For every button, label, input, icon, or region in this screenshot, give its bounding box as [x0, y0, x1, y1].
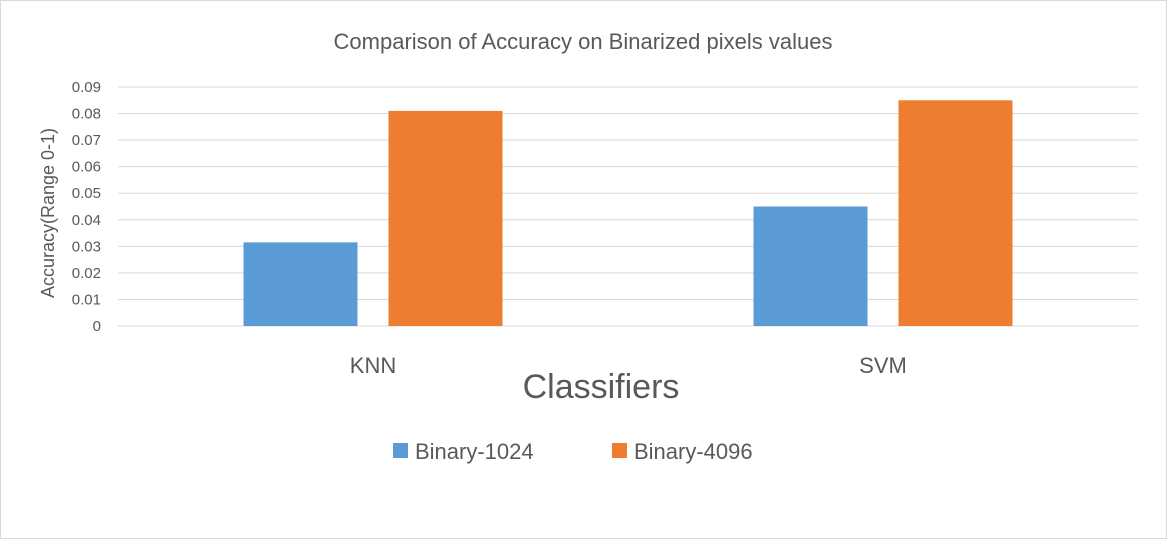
legend: Binary-1024 Binary-4096	[393, 439, 753, 464]
bar-svm-binary-1024	[753, 206, 868, 326]
chart-title: Comparison of Accuracy on Binarized pixe…	[334, 29, 833, 54]
y-tick-label: 0.09	[72, 79, 101, 96]
y-tick-label: 0.03	[72, 238, 101, 255]
y-tick-label: 0.07	[72, 132, 101, 149]
bars	[243, 100, 1013, 327]
y-axis-ticks: 0 0.01 0.02 0.03 0.04 0.05 0.06 0.07 0.08 0.09	[72, 79, 101, 335]
bar-knn-binary-4096	[388, 110, 503, 327]
y-tick-label: 0.08	[72, 106, 101, 123]
legend-label: Binary-1024	[415, 439, 534, 464]
legend-swatch	[393, 443, 408, 458]
bar-knn-binary-1024	[243, 242, 358, 326]
x-axis-categories: KNN SVM	[350, 353, 907, 378]
y-tick-label: 0.06	[72, 159, 101, 176]
x-category-label: SVM	[859, 353, 907, 378]
y-tick-label: 0.01	[72, 291, 101, 308]
legend-label: Binary-4096	[634, 439, 753, 464]
y-axis-label: Accuracy(Range 0-1)	[38, 128, 58, 298]
bar-svm-binary-4096	[898, 100, 1013, 327]
y-tick-label: 0.04	[72, 212, 101, 229]
y-tick-label: 0	[93, 318, 101, 335]
y-tick-label: 0.05	[72, 185, 101, 202]
y-tick-label: 0.02	[72, 265, 101, 282]
legend-swatch	[612, 443, 627, 458]
x-category-label: KNN	[350, 353, 396, 378]
x-axis-label: Classifiers	[523, 368, 680, 406]
